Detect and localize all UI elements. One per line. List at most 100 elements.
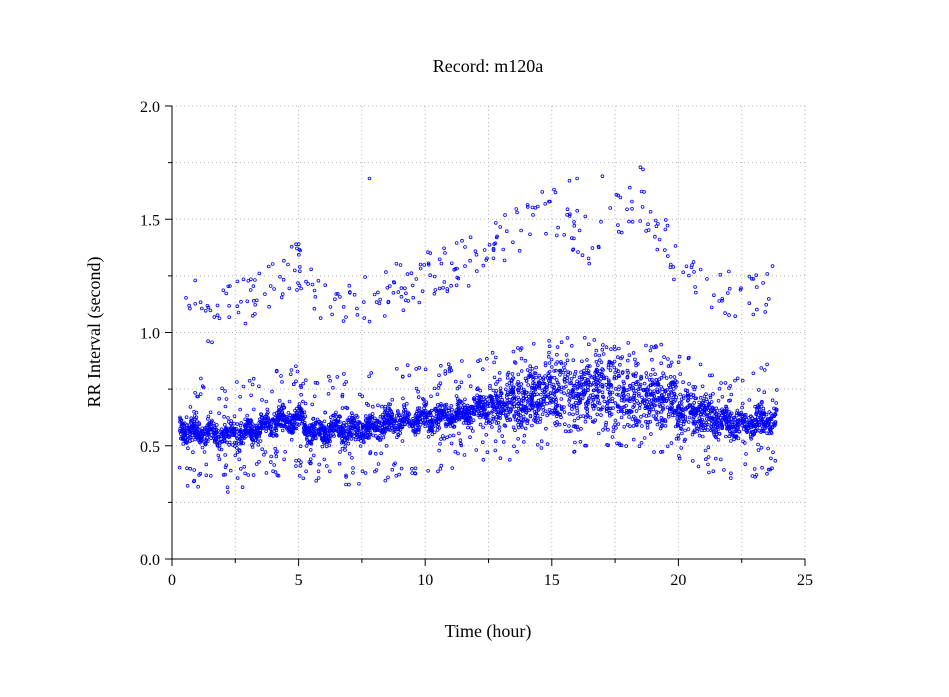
data-point — [757, 420, 761, 425]
data-point — [344, 482, 348, 487]
data-point — [296, 281, 300, 285]
data-point — [330, 423, 335, 428]
data-point — [301, 476, 306, 481]
data-point — [260, 419, 265, 423]
data-point — [445, 435, 449, 440]
data-point — [757, 422, 761, 427]
data-point — [665, 444, 670, 449]
data-point — [552, 392, 557, 397]
data-point — [637, 391, 641, 396]
data-point — [624, 388, 629, 393]
data-point — [366, 416, 371, 421]
data-point — [475, 393, 480, 398]
data-point — [742, 416, 746, 420]
data-point — [482, 248, 487, 252]
data-point — [462, 453, 467, 457]
data-point — [766, 467, 771, 472]
data-point — [258, 423, 262, 428]
data-point — [648, 389, 653, 394]
data-point — [548, 199, 552, 204]
data-point — [217, 411, 221, 416]
data-point — [253, 278, 257, 282]
data-point — [774, 408, 779, 413]
data-point — [495, 412, 500, 416]
data-point — [304, 444, 309, 448]
data-point — [621, 386, 626, 391]
data-point — [600, 347, 605, 352]
data-point — [206, 417, 210, 421]
data-point — [400, 419, 404, 424]
data-point — [470, 429, 475, 433]
data-point — [597, 401, 602, 406]
data-point — [389, 415, 394, 420]
data-point — [751, 277, 756, 281]
data-point — [474, 269, 479, 273]
data-point — [200, 445, 205, 450]
data-point — [585, 410, 589, 414]
data-point — [720, 394, 725, 399]
data-point — [505, 372, 510, 377]
data-point — [638, 382, 643, 387]
data-point — [612, 344, 617, 349]
data-point — [572, 374, 577, 379]
data-point — [385, 285, 390, 290]
data-point — [617, 441, 621, 446]
data-point — [679, 446, 683, 450]
data-point — [756, 448, 761, 452]
data-point — [592, 376, 597, 381]
data-point — [233, 444, 237, 448]
data-point — [299, 286, 303, 291]
data-point — [370, 412, 375, 416]
data-point — [185, 428, 189, 433]
data-point — [604, 422, 608, 427]
data-point — [727, 424, 732, 429]
data-point — [527, 394, 531, 399]
data-point — [472, 412, 477, 417]
data-point — [548, 410, 553, 415]
data-point — [600, 384, 604, 389]
data-point — [212, 425, 217, 429]
data-point — [648, 348, 653, 353]
data-point — [494, 382, 498, 386]
data-point — [586, 369, 591, 373]
data-point — [458, 411, 462, 415]
data-point — [329, 419, 334, 424]
data-point — [513, 361, 518, 365]
x-tick-label: 5 — [295, 572, 303, 589]
data-point — [350, 413, 355, 418]
data-point — [700, 434, 705, 439]
data-point — [226, 490, 230, 494]
data-point — [359, 439, 363, 443]
data-point — [733, 417, 737, 422]
data-point — [563, 368, 567, 373]
data-point — [279, 374, 283, 378]
data-point — [691, 385, 695, 389]
data-point — [533, 419, 538, 424]
data-point — [705, 428, 710, 432]
data-point — [600, 382, 604, 387]
data-point — [475, 386, 480, 391]
data-point — [493, 355, 498, 360]
data-point — [428, 251, 433, 256]
data-point — [646, 228, 651, 232]
data-point — [467, 415, 472, 420]
data-point — [660, 420, 664, 425]
data-point — [660, 449, 665, 454]
data-point — [552, 375, 557, 380]
data-point — [511, 390, 516, 394]
data-point — [246, 278, 251, 283]
data-point — [178, 415, 182, 420]
data-point — [588, 373, 592, 378]
data-point — [413, 429, 417, 434]
data-point — [675, 422, 680, 426]
data-point — [249, 419, 253, 423]
data-point — [276, 405, 281, 409]
data-point — [580, 359, 584, 364]
data-point — [358, 444, 363, 448]
data-point — [641, 167, 645, 172]
data-point — [525, 205, 530, 209]
data-point — [289, 422, 294, 426]
data-point — [606, 362, 611, 367]
data-point — [268, 427, 273, 431]
data-point — [426, 261, 431, 266]
